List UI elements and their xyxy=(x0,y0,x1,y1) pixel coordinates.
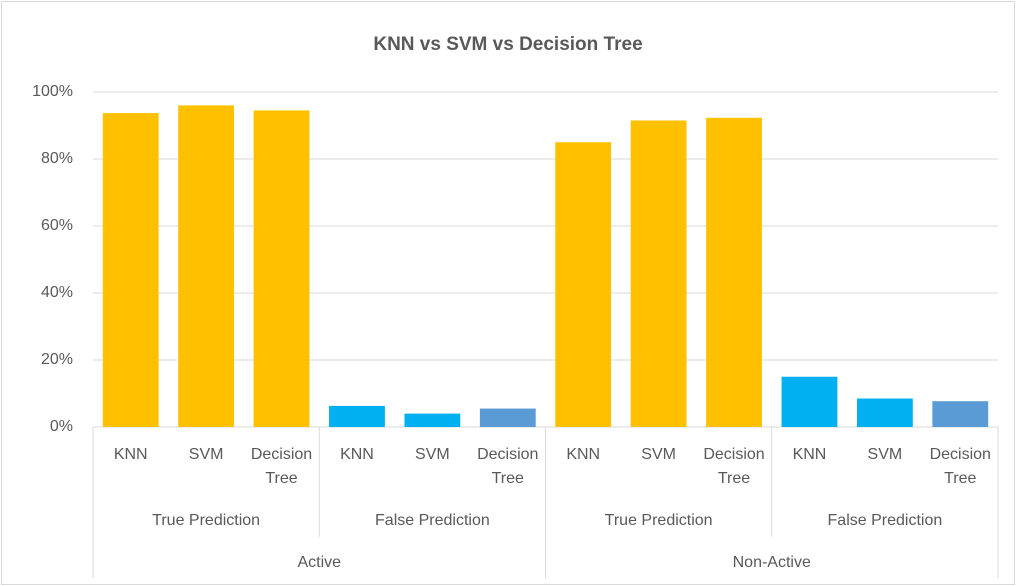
x-tick-label: SVM xyxy=(867,446,903,463)
bar xyxy=(253,110,310,428)
x-tick-label: SVM xyxy=(415,446,450,463)
group-label: Active xyxy=(297,554,341,571)
x-tick-label: KNN xyxy=(566,446,601,463)
bar xyxy=(932,401,989,427)
x-tick-label: Decision Tree xyxy=(477,446,539,487)
subgroup-label: False Prediction xyxy=(375,512,490,529)
x-tick-label: Decision Tree xyxy=(929,446,991,487)
bar xyxy=(329,405,385,427)
x-tick-label: Decision Tree xyxy=(250,446,313,487)
bar xyxy=(404,413,461,427)
bar xyxy=(178,105,235,428)
subgroup-label: True Prediction xyxy=(605,512,713,529)
bar xyxy=(555,142,612,427)
x-tick-label: KNN xyxy=(792,446,827,463)
bar xyxy=(781,376,838,427)
y-tick-label: 80% xyxy=(41,150,73,167)
bar xyxy=(479,408,536,427)
x-tick-label: SVM xyxy=(188,446,224,463)
y-tick-label: 40% xyxy=(41,284,73,301)
bar xyxy=(630,120,687,427)
y-tick-label: 60% xyxy=(41,217,73,234)
y-tick-label: 0% xyxy=(50,418,73,435)
subgroup-label: True Prediction xyxy=(152,512,260,529)
x-tick-label: KNN xyxy=(340,446,374,463)
subgroup-label: False Prediction xyxy=(828,512,943,529)
x-tick-label: KNN xyxy=(113,446,148,463)
y-tick-label: 100% xyxy=(32,83,73,100)
bar xyxy=(856,398,913,427)
bar xyxy=(706,117,762,428)
y-tick-label: 20% xyxy=(41,351,73,368)
x-tick-label: SVM xyxy=(641,446,676,463)
x-tick-label: Decision Tree xyxy=(703,446,765,487)
group-label: Non-Active xyxy=(733,554,811,571)
chart-title: KNN vs SVM vs Decision Tree xyxy=(373,34,642,55)
bar xyxy=(102,113,159,427)
